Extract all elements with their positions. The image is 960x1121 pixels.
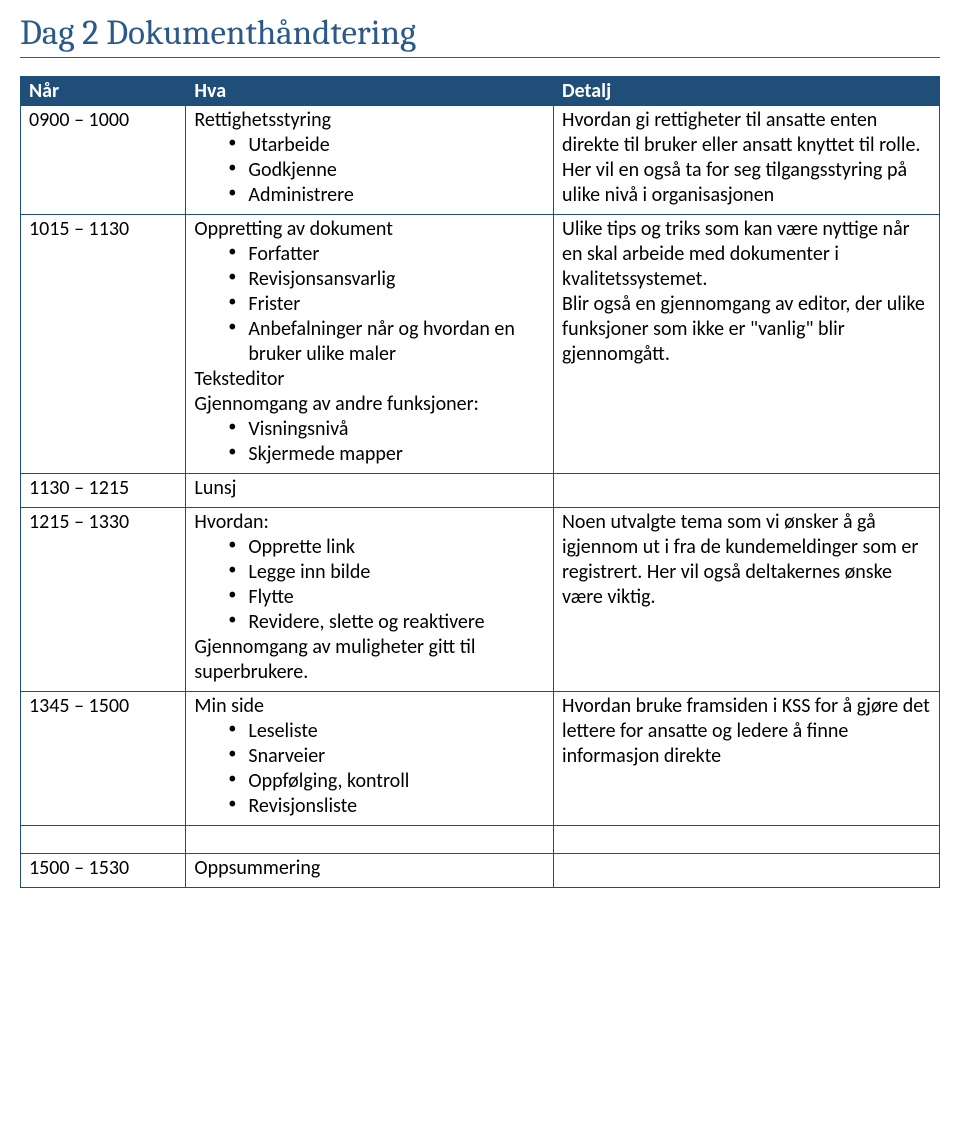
cell-hva: Lunsj bbox=[186, 474, 554, 508]
hva-lead: Oppsummering bbox=[194, 856, 545, 881]
cell-naar: 1500 – 1530 bbox=[21, 854, 186, 888]
spacer-cell bbox=[186, 826, 554, 854]
table-row: 1345 – 1500Min sideLeselisteSnarveierOpp… bbox=[21, 692, 940, 826]
table-row: 1215 – 1330Hvordan:Opprette linkLegge in… bbox=[21, 508, 940, 692]
hva-lead: Hvordan: bbox=[194, 510, 545, 535]
hva-bullet-item: Frister bbox=[228, 292, 545, 317]
hva-lead: Teksteditor bbox=[194, 367, 545, 392]
page-title: Dag 2 Dokumenthåndtering bbox=[20, 12, 940, 58]
hva-bullet-item: Flytte bbox=[228, 585, 545, 610]
cell-naar: 1015 – 1130 bbox=[21, 215, 186, 474]
col-header-detalj: Detalj bbox=[554, 77, 940, 106]
table-row: 1500 – 1530 Oppsummering bbox=[21, 854, 940, 888]
detalj-text: Hvordan bruke framsiden i KSS for å gjør… bbox=[562, 694, 931, 769]
table-row: 1015 – 1130Oppretting av dokumentForfatt… bbox=[21, 215, 940, 474]
hva-bullet-item: Leseliste bbox=[228, 719, 545, 744]
col-header-hva: Hva bbox=[186, 77, 554, 106]
hva-bullet-item: Revidere, slette og reaktivere bbox=[228, 610, 545, 635]
cell-naar: 0900 – 1000 bbox=[21, 106, 186, 215]
hva-bullet-list: VisningsnivåSkjermede mapper bbox=[194, 417, 545, 467]
hva-bullet-item: Forfatter bbox=[228, 242, 545, 267]
hva-lead: Lunsj bbox=[194, 476, 545, 501]
hva-bullet-item: Utarbeide bbox=[228, 133, 545, 158]
detalj-text: Hvordan gi rettigheter til ansatte enten… bbox=[562, 108, 931, 208]
hva-bullet-list: ForfatterRevisjonsansvarligFristerAnbefa… bbox=[194, 242, 545, 367]
hva-bullet-item: Snarveier bbox=[228, 744, 545, 769]
table-row: 1130 – 1215 Lunsj bbox=[21, 474, 940, 508]
spacer-row bbox=[21, 826, 940, 854]
cell-detalj: Ulike tips og triks som kan være nyttige… bbox=[554, 215, 940, 474]
hva-bullet-list: LeselisteSnarveierOppfølging, kontrollRe… bbox=[194, 719, 545, 819]
cell-detalj: Noen utvalgte tema som vi ønsker å gå ig… bbox=[554, 508, 940, 692]
hva-lead: Gjennomgang av andre funksjoner: bbox=[194, 392, 545, 417]
table-row: 0900 – 1000RettighetsstyringUtarbeideGod… bbox=[21, 106, 940, 215]
hva-bullet-item: Revisjonsliste bbox=[228, 794, 545, 819]
hva-bullet-item: Revisjonsansvarlig bbox=[228, 267, 545, 292]
schedule-table: Når Hva Detalj 0900 – 1000Rettighetsstyr… bbox=[20, 76, 940, 888]
hva-bullet-item: Godkjenne bbox=[228, 158, 545, 183]
cell-detalj: Hvordan gi rettigheter til ansatte enten… bbox=[554, 106, 940, 215]
spacer-cell bbox=[21, 826, 186, 854]
hva-lead: Rettighetsstyring bbox=[194, 108, 545, 133]
cell-hva: Min sideLeselisteSnarveierOppfølging, ko… bbox=[186, 692, 554, 826]
col-header-naar: Når bbox=[21, 77, 186, 106]
hva-bullet-item: Oppfølging, kontroll bbox=[228, 769, 545, 794]
hva-bullet-list: UtarbeideGodkjenneAdministrere bbox=[194, 133, 545, 208]
cell-hva: RettighetsstyringUtarbeideGodkjenneAdmin… bbox=[186, 106, 554, 215]
hva-lead: Gjennomgang av muligheter gitt til super… bbox=[194, 635, 545, 685]
cell-detalj bbox=[554, 854, 940, 888]
hva-bullet-item: Legge inn bilde bbox=[228, 560, 545, 585]
hva-bullet-item: Administrere bbox=[228, 183, 545, 208]
cell-hva: Oppsummering bbox=[186, 854, 554, 888]
hva-lead: Min side bbox=[194, 694, 545, 719]
cell-detalj: Hvordan bruke framsiden i KSS for å gjør… bbox=[554, 692, 940, 826]
detalj-text: Noen utvalgte tema som vi ønsker å gå ig… bbox=[562, 510, 931, 610]
cell-hva: Oppretting av dokumentForfatterRevisjons… bbox=[186, 215, 554, 474]
cell-naar: 1215 – 1330 bbox=[21, 508, 186, 692]
hva-bullet-item: Anbefalninger når og hvordan en bruker u… bbox=[228, 317, 545, 367]
hva-bullet-list: Opprette linkLegge inn bildeFlytteRevide… bbox=[194, 535, 545, 635]
hva-bullet-item: Opprette link bbox=[228, 535, 545, 560]
detalj-text: Ulike tips og triks som kan være nyttige… bbox=[562, 217, 931, 292]
cell-detalj bbox=[554, 474, 940, 508]
hva-bullet-item: Visningsnivå bbox=[228, 417, 545, 442]
spacer-cell bbox=[554, 826, 940, 854]
cell-naar: 1345 – 1500 bbox=[21, 692, 186, 826]
hva-bullet-item: Skjermede mapper bbox=[228, 442, 545, 467]
hva-lead: Oppretting av dokument bbox=[194, 217, 545, 242]
table-header-row: Når Hva Detalj bbox=[21, 77, 940, 106]
cell-hva: Hvordan:Opprette linkLegge inn bildeFlyt… bbox=[186, 508, 554, 692]
cell-naar: 1130 – 1215 bbox=[21, 474, 186, 508]
detalj-text: Blir også en gjennomgang av editor, der … bbox=[562, 292, 931, 367]
